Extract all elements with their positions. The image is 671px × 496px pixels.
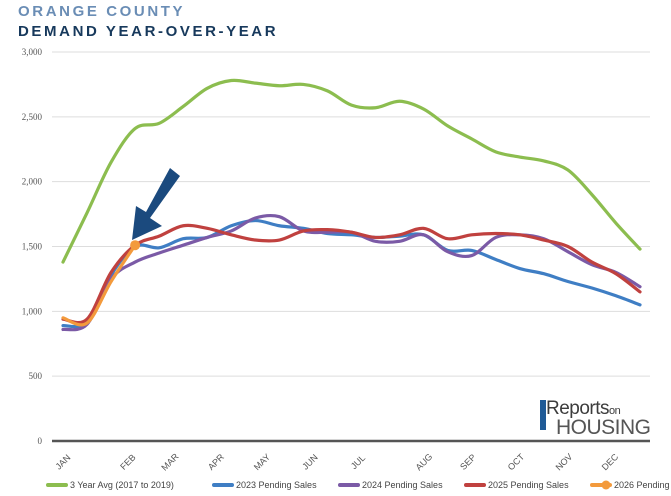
arrow-annotation xyxy=(132,168,180,240)
y-tick-label: 2,000 xyxy=(22,177,43,187)
y-tick-label: 1,000 xyxy=(22,306,43,316)
logo-mark xyxy=(540,400,546,430)
x-tick-label: APR xyxy=(206,452,227,473)
latest-point-marker xyxy=(130,240,141,251)
x-tick-label: OCT xyxy=(506,451,527,472)
x-tick-label: DEC xyxy=(600,451,621,472)
series-line-0 xyxy=(61,78,642,264)
y-tick-label: 500 xyxy=(29,371,43,381)
x-tick-label: JAN xyxy=(53,452,72,471)
series-line-4 xyxy=(61,243,137,327)
x-tick-label: JUL xyxy=(349,453,367,471)
reports-on-housing-logo: Reportson HOUSING xyxy=(540,398,655,440)
x-tick-label: MAY xyxy=(252,452,272,472)
legend-label: 2025 Pending Sales xyxy=(488,480,569,490)
series-line-3 xyxy=(61,223,642,325)
legend-label: 3 Year Avg (2017 to 2019) xyxy=(70,480,174,490)
legend-label: 2023 Pending Sales xyxy=(236,480,317,490)
legend-marker xyxy=(601,480,611,490)
y-tick-label: 1,500 xyxy=(22,242,43,252)
legend-label: 2026 Pending Sales xyxy=(614,480,671,490)
y-tick-label: 0 xyxy=(38,436,43,446)
y-tick-label: 2,500 xyxy=(22,112,43,122)
x-tick-label: NOV xyxy=(554,452,575,473)
chart-title: DEMAND YEAR-OVER-YEAR xyxy=(18,23,279,40)
x-tick-label: SEP xyxy=(458,452,478,472)
legend-label: 2024 Pending Sales xyxy=(362,480,443,490)
y-tick-label: 3,000 xyxy=(22,47,43,57)
chart-title-region: ORANGE COUNTY xyxy=(18,3,186,20)
x-tick-label: AUG xyxy=(414,452,435,473)
x-tick-label: MAR xyxy=(159,451,181,473)
x-tick-label: JUN xyxy=(300,452,319,471)
series-line-1 xyxy=(61,218,642,329)
x-tick-label: FEB xyxy=(118,452,137,471)
